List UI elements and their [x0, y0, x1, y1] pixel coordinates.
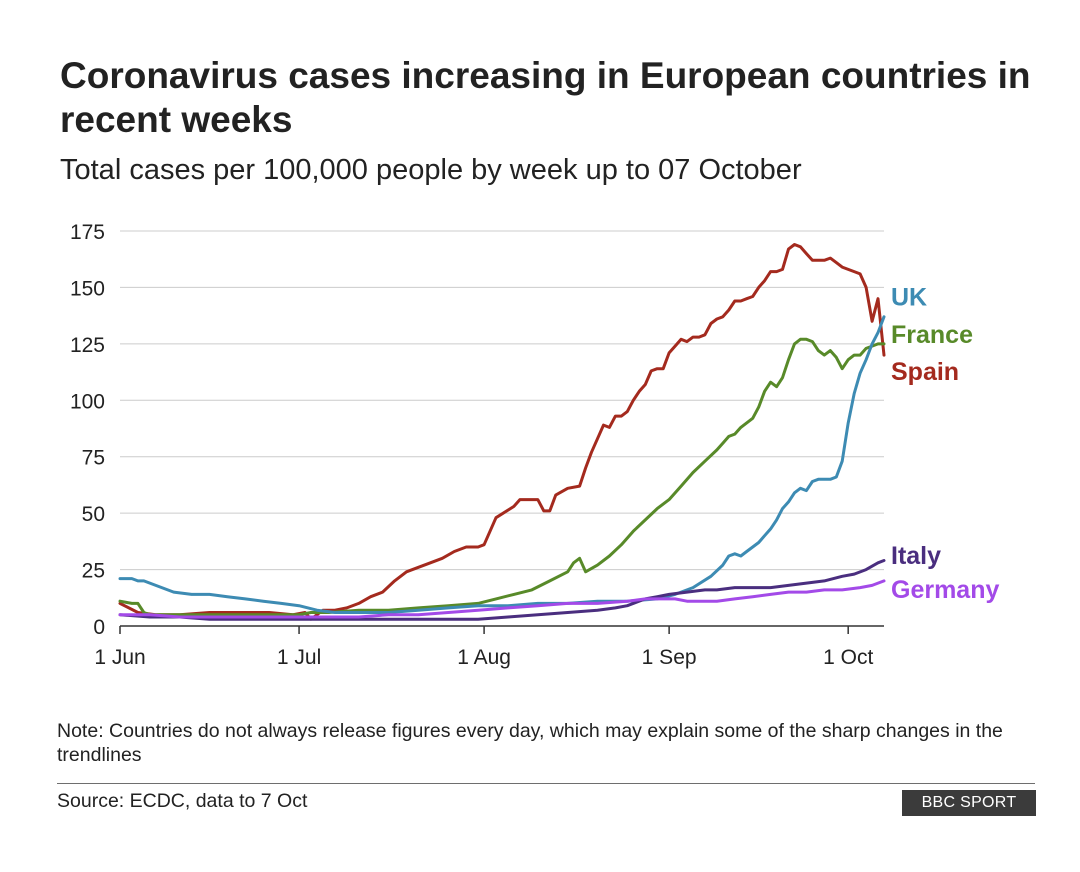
- y-tick-label-75: 75: [82, 447, 105, 470]
- series-label-france: France: [891, 321, 973, 349]
- series-line-italy: [118, 559, 886, 621]
- chart-note: Note: Countries do not always release fi…: [57, 720, 1003, 766]
- y-tick-label-175: 175: [70, 221, 105, 244]
- x-tick-label-2: 1 Aug: [457, 646, 511, 669]
- series-line-france: [118, 337, 886, 617]
- series-label-italy: Italy: [891, 542, 941, 570]
- series-label-spain: Spain: [891, 358, 959, 386]
- y-tick-label-150: 150: [70, 277, 105, 300]
- x-tick-label-1: 1 Jul: [277, 646, 321, 669]
- series-line-germany: [118, 579, 886, 619]
- gridlines: [120, 230, 884, 571]
- series-label-germany: Germany: [891, 576, 999, 604]
- series-line-uk: [118, 315, 886, 614]
- x-tick-label-0: 1 Jun: [94, 646, 145, 669]
- source-text: Source: ECDC, data to 7 Oct: [57, 790, 308, 812]
- line-chart: 0 25 50 75 100 125 150 175 1 Jun 1 Jul 1 Aug 1 Sep…: [70, 221, 1000, 669]
- series-lines: [118, 243, 886, 621]
- bbc-sport-logo: BBC SPORT: [902, 790, 1036, 816]
- y-tick-label-50: 50: [82, 503, 105, 526]
- footer-divider: [57, 783, 1035, 784]
- y-tick-label-125: 125: [70, 334, 105, 357]
- series-line-spain: [118, 243, 886, 621]
- y-tick-label-25: 25: [82, 560, 105, 583]
- x-axis: 1 Jun 1 Jul 1 Aug 1 Sep 1 Oct: [94, 625, 884, 669]
- y-axis-labels: 0 25 50 75 100 125 150 175: [70, 221, 105, 639]
- x-tick-label-4: 1 Oct: [823, 646, 873, 669]
- y-tick-label-0: 0: [93, 616, 105, 639]
- x-tick-label-3: 1 Sep: [642, 646, 697, 669]
- series-labels: UK France Spain Italy Germany: [891, 284, 999, 604]
- chart-title: Coronavirus cases increasing in European…: [60, 55, 1031, 140]
- chart-subtitle: Total cases per 100,000 people by week u…: [60, 154, 802, 186]
- y-tick-label-100: 100: [70, 390, 105, 413]
- series-label-uk: UK: [891, 284, 927, 312]
